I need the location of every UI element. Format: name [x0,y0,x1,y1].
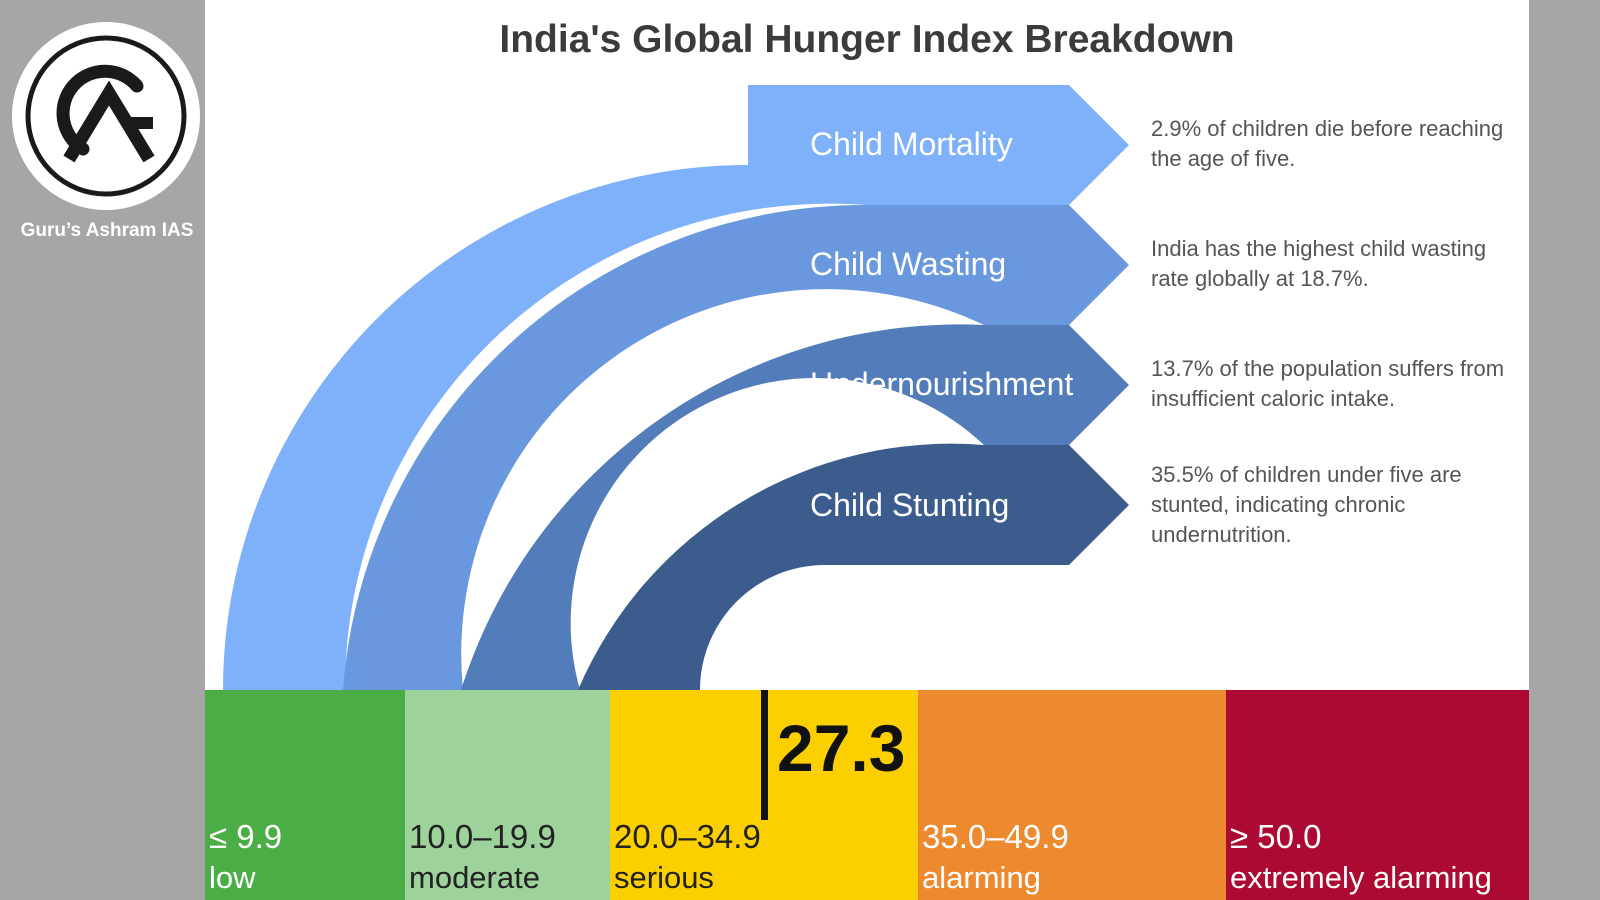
brand-name: Guru’s Ashram IAS [20,220,194,241]
page-title: India's Global Hunger Index Breakdown [499,18,1235,61]
desc-undernourishment: 13.7% of the population suffers from ins… [1151,356,1505,411]
segment-range: 20.0–34.9 [614,818,761,855]
segment-range: ≤ 9.9 [209,818,283,855]
desc-child-stunting: 35.5% of children under five are stunted… [1151,462,1462,547]
band-child-mortality [223,85,1129,690]
band-undernourishment [461,324,1129,690]
segment-range: 35.0–49.9 [922,818,1069,855]
ghi-severity-scale: ≤ 9.9 low 10.0–19.9 moderate 20.0–34.9 s… [205,690,1529,900]
right-margin [1529,0,1600,900]
scale-segment-low: ≤ 9.9 low [205,690,405,900]
label-child-wasting: Child Wasting [810,246,1006,282]
ga-logo-icon [12,22,200,210]
label-undernourishment: Undernourishment [810,366,1073,402]
segment-label: moderate [409,860,540,895]
band-child-stunting [578,443,1129,690]
scale-segment-extremely-alarming: ≥ 50.0 extremely alarming [1226,690,1529,900]
scale-segment-alarming: 35.0–49.9 alarming [918,690,1226,900]
indicator-arc-diagram: Child Mortality Child Wasting Undernouri… [223,85,1129,690]
india-score: 27.3 [777,711,906,785]
segment-label: extremely alarming [1230,860,1492,895]
segment-label: alarming [922,860,1041,895]
segment-range: 10.0–19.9 [409,818,556,855]
scale-segment-moderate: 10.0–19.9 moderate [405,690,610,900]
segment-label: serious [614,860,714,895]
label-child-mortality: Child Mortality [810,126,1013,162]
desc-child-mortality: 2.9% of children die before reaching the… [1151,116,1504,171]
brand-logo: Guru’s Ashram IAS [12,22,202,242]
desc-child-wasting: India has the highest child wasting rate… [1151,236,1487,291]
segment-label: low [209,860,256,895]
infographic-canvas: India's Global Hunger Index Breakdown Ch… [205,0,1529,690]
label-child-stunting: Child Stunting [810,487,1009,523]
band-child-wasting [343,204,1129,690]
segment-range: ≥ 50.0 [1230,818,1322,855]
score-marker [761,690,768,820]
